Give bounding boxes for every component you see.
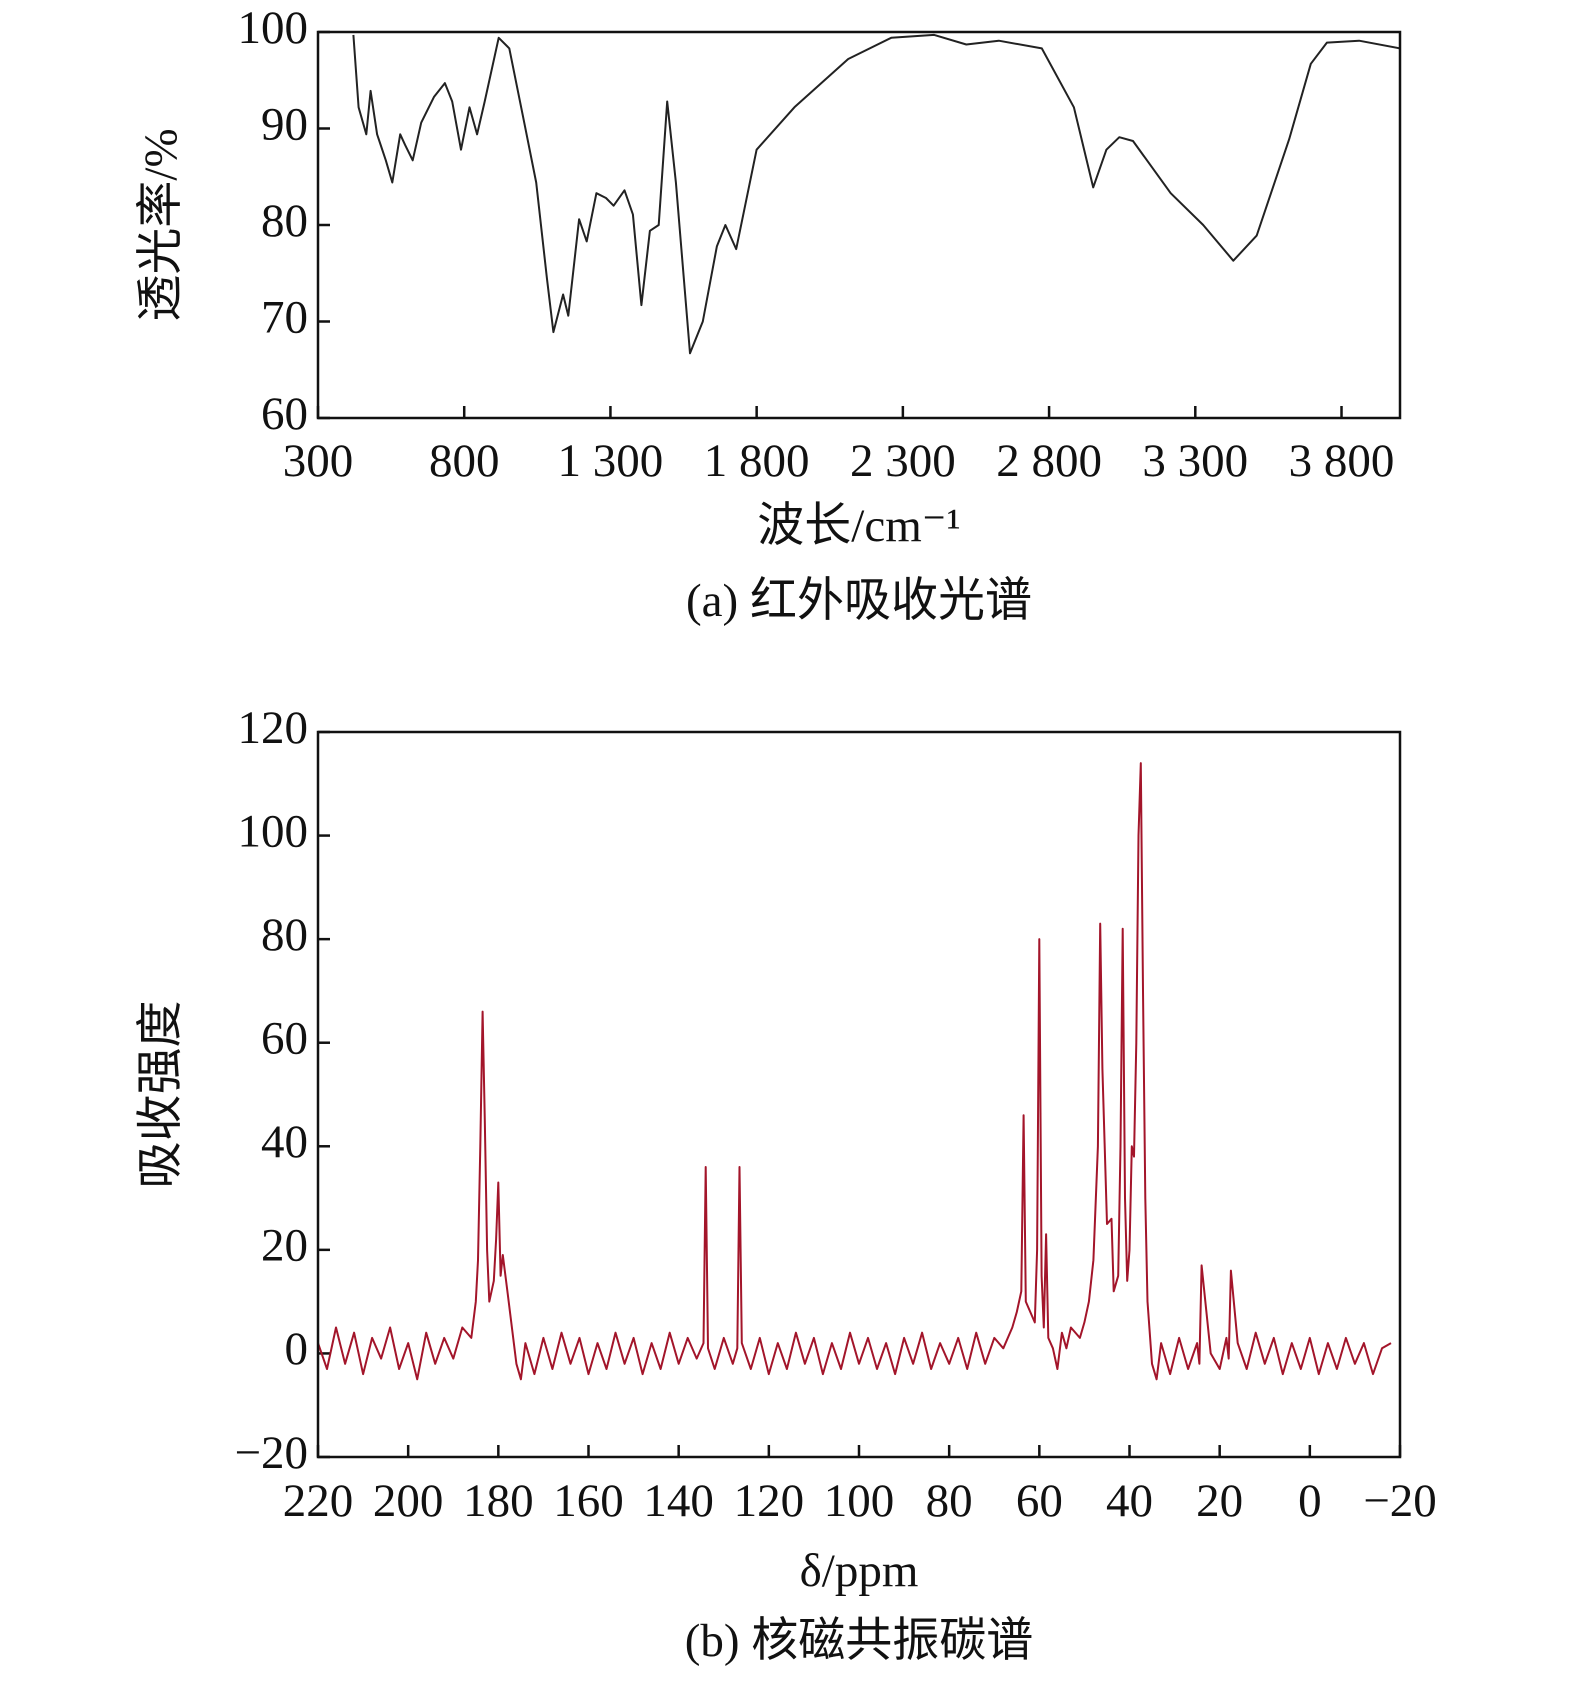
x-tick-label: 80 [926,1475,973,1527]
x-tick-label: 100 [824,1475,895,1527]
y-tick-label: 40 [261,1116,308,1168]
y-tick-label: 100 [238,2,309,54]
x-tick-label: 40 [1106,1475,1153,1527]
x-tick-label: 0 [1298,1475,1322,1527]
x-tick-label: 140 [643,1475,714,1527]
x-tick-label: 3 300 [1142,435,1248,487]
x-tick-label: 60 [1016,1475,1063,1527]
plot-frame [316,30,1402,420]
plot-frame [316,730,1402,1459]
spectrum-line [317,762,1392,1381]
x-tick-label: 1 300 [558,435,664,487]
x-tick-label: 800 [429,435,500,487]
x-tick-label: 3 800 [1289,435,1395,487]
x-tick-label: 120 [734,1475,805,1527]
x-tick-label: 180 [463,1475,534,1527]
y-tick-label: 60 [261,1012,308,1064]
x-tick-label: 220 [283,1475,354,1527]
y-tick-label: 80 [261,909,308,961]
y-tick-label: 20 [261,1220,308,1272]
caption: (b) 核磁共振碳谱 [685,1615,1034,1667]
x-axis-label: 波长/cm⁻¹ [757,500,960,552]
y-tick-label: 90 [261,98,308,150]
y-tick-label: 60 [261,388,308,440]
x-tick-label: 2 800 [996,435,1102,487]
y-tick-label: −20 [234,1427,308,1479]
caption: (a) 红外吸收光谱 [686,575,1032,627]
x-tick-label: 200 [373,1475,444,1527]
y-tick-label: 0 [285,1323,309,1375]
x-tick-label: 20 [1196,1475,1243,1527]
x-tick-label: 1 800 [704,435,810,487]
y-tick-label: 80 [261,195,308,247]
x-axis-label: δ/ppm [800,1545,919,1597]
y-axis-label: 透光率/% [135,128,187,321]
x-tick-label: −20 [1363,1475,1437,1527]
x-tick-label: 160 [553,1475,624,1527]
y-tick-label: 120 [238,702,309,754]
spectrum-line [352,33,1401,355]
x-tick-label: 300 [283,435,354,487]
y-axis-label: 吸收强度 [135,1001,187,1189]
y-tick-label: 70 [261,291,308,343]
y-tick-label: 100 [238,805,309,857]
x-tick-label: 2 300 [850,435,956,487]
